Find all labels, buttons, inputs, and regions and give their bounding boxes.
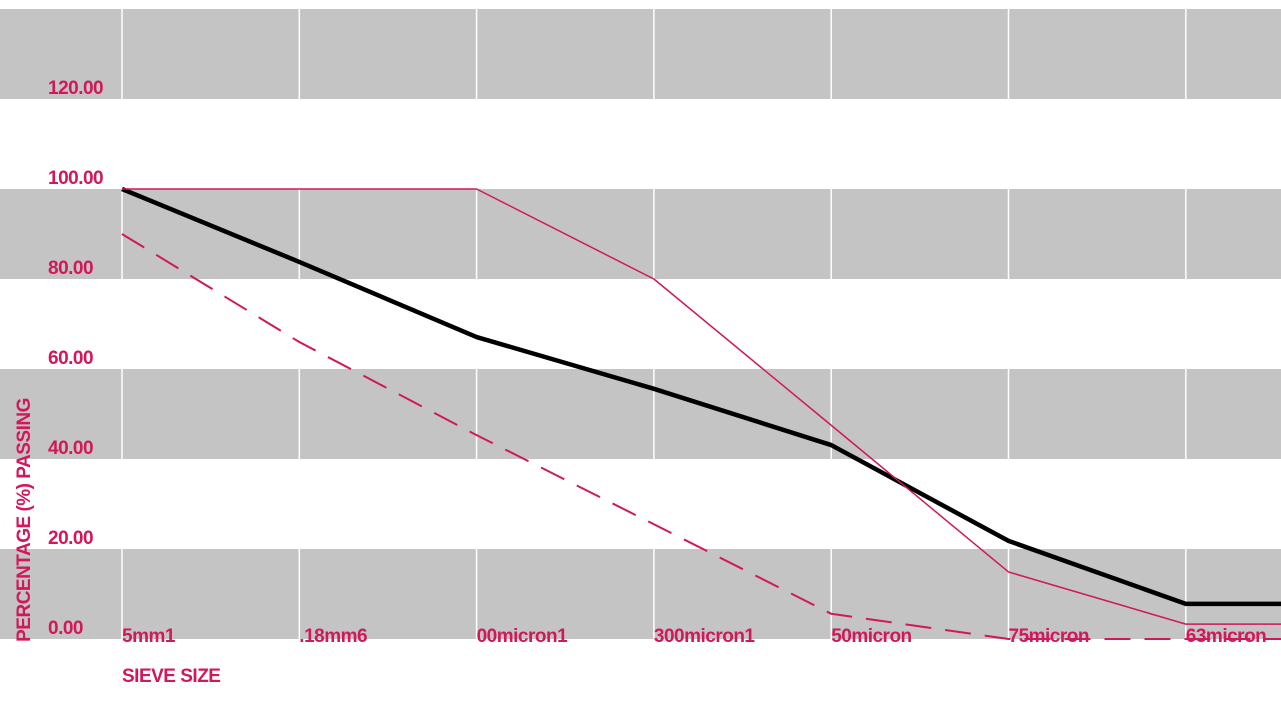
x-tick-label: 63micron	[1186, 626, 1266, 647]
y-tick-label: 60.00	[48, 348, 93, 369]
x-axis-label: SIEVE SIZE	[122, 666, 220, 687]
series-line	[121, 233, 1281, 640]
grid-band	[0, 9, 1281, 99]
x-tick-label: 75micron	[1009, 626, 1089, 647]
y-tick-label: 40.00	[48, 438, 93, 459]
series-line	[121, 186, 1281, 607]
plot	[0, 9, 1281, 639]
x-tick-label: 50micron	[831, 626, 911, 647]
y-tick-label: 0.00	[48, 618, 83, 639]
y-tick-label: 100.00	[48, 168, 103, 189]
y-axis-label: PERCENTAGE (%) PASSING	[14, 398, 35, 642]
y-tick-label: 120.00	[48, 78, 103, 99]
x-tick-label: 5mm1	[122, 626, 176, 647]
x-tick-label: 300micron1	[654, 626, 756, 647]
grid-band	[0, 369, 1281, 459]
series-line	[122, 188, 1281, 625]
x-tick-label: .18mm6	[299, 626, 367, 647]
y-tick-label: 80.00	[48, 258, 93, 279]
y-tick-label: 20.00	[48, 528, 93, 549]
grid-band	[0, 189, 1281, 279]
x-tick-label: 00micron1	[477, 626, 568, 647]
